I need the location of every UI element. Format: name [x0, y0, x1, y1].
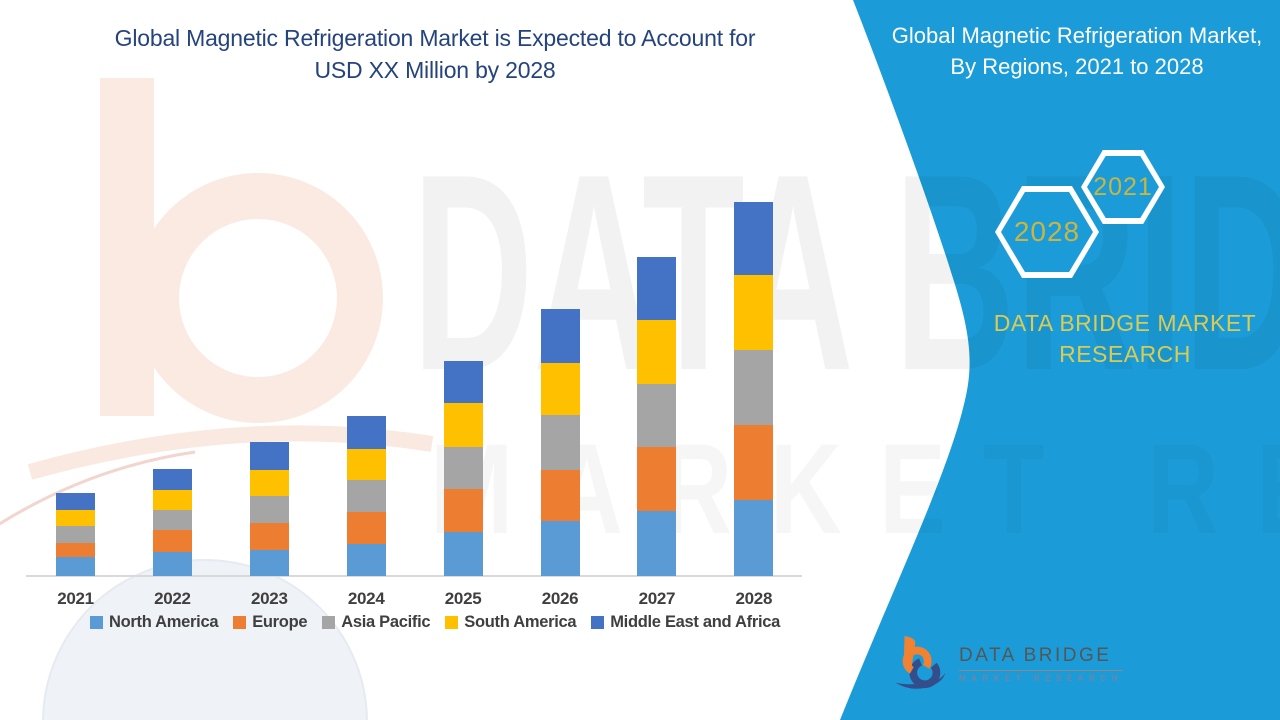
legend-label-europe: Europe — [252, 613, 308, 631]
bar-segment-north-america-2028 — [734, 500, 774, 576]
bar-segment-south-america-2022 — [152, 490, 192, 510]
side-panel-heading-line: Global Magnetic Refrigeration Market, — [891, 23, 1263, 48]
x-axis-label-2022: 2022 — [154, 589, 191, 608]
bar-segment-europe-2028 — [734, 425, 774, 500]
company-logo-icon — [894, 636, 946, 689]
page-title-line2: USD XX Million by 2028 — [314, 57, 556, 83]
legend-item-asia-pacific: Asia Pacific — [322, 613, 431, 632]
bar-segment-asia-pacific-2024 — [346, 480, 386, 512]
bar-segment-north-america-2021 — [56, 557, 95, 576]
company-logo-name: DATA BRIDGE — [959, 645, 1112, 666]
legend-swatch-asia-pacific — [322, 616, 336, 629]
legend-label-asia-pacific: Asia Pacific — [341, 613, 431, 631]
legend-label-north-america: North America — [109, 613, 219, 631]
bar-segment-asia-pacific-2022 — [152, 510, 192, 530]
x-axis-label-2028: 2028 — [735, 589, 773, 608]
bar-2022 — [152, 469, 192, 576]
hexagon-2028-label: 2028 — [1013, 216, 1081, 247]
bar-segment-middle-east-and-africa-2022 — [152, 469, 192, 490]
bar-segment-europe-2021 — [56, 543, 95, 557]
x-axis-line — [26, 575, 802, 577]
x-axis-labels: 2021 2022 2023 2024 2025 2026 2027 2028 — [36, 589, 816, 611]
legend-item-middle-east-and-africa: Middle East and Africa — [591, 613, 780, 632]
x-axis-label-2024: 2024 — [347, 589, 385, 608]
bar-segment-asia-pacific-2021 — [56, 526, 95, 543]
bar-segment-south-america-2023 — [249, 470, 289, 496]
bar-segment-europe-2023 — [249, 523, 289, 550]
page-title: Global Magnetic Refrigeration Market is … — [40, 22, 830, 86]
bar-segment-middle-east-and-africa-2027 — [637, 257, 677, 320]
bar-segment-south-america-2024 — [346, 449, 386, 480]
bar-segment-europe-2025 — [443, 489, 483, 532]
page-title-line1: Global Magnetic Refrigeration Market is … — [114, 25, 756, 51]
company-logo-divider — [959, 670, 1123, 671]
bar-segment-europe-2022 — [152, 530, 192, 552]
company-logo: DATA BRIDGE MARKET RESEARCH — [893, 633, 1123, 695]
bar-segment-middle-east-and-africa-2021 — [56, 493, 95, 510]
bar-segment-north-america-2022 — [152, 552, 192, 576]
bar-segment-europe-2026 — [540, 470, 580, 521]
legend-swatch-north-america — [90, 616, 104, 629]
x-axis-label-2027: 2027 — [638, 589, 676, 608]
brand-wordmark-line2: RESEARCH — [1059, 341, 1191, 367]
bar-2028 — [734, 202, 774, 576]
bar-2026 — [540, 309, 580, 576]
side-panel-subheading: By Regions, 2021 to 2028 — [950, 54, 1204, 79]
bar-2025 — [443, 361, 483, 576]
bar-2024 — [346, 416, 386, 576]
bar-segment-south-america-2025 — [443, 403, 483, 447]
bar-segment-north-america-2023 — [249, 550, 289, 576]
bar-segment-asia-pacific-2023 — [249, 496, 289, 523]
bar-segment-asia-pacific-2028 — [734, 350, 774, 425]
bar-2021 — [56, 493, 95, 576]
legend-swatch-europe — [233, 616, 247, 629]
bar-segment-asia-pacific-2025 — [443, 447, 483, 489]
bar-segment-south-america-2021 — [56, 510, 95, 526]
legend-item-south-america: South America — [445, 613, 577, 632]
bar-segment-middle-east-and-africa-2028 — [734, 202, 774, 275]
brand-wordmark-line1: DATA BRIDGE MARKET — [993, 310, 1257, 336]
bar-segment-north-america-2027 — [637, 511, 677, 576]
hexagon-2021-label: 2021 — [1093, 172, 1153, 201]
legend-label-south-america: South America — [464, 613, 577, 631]
bar-segment-middle-east-and-africa-2023 — [249, 442, 289, 470]
x-axis-label-2025: 2025 — [444, 589, 482, 608]
bar-segment-asia-pacific-2026 — [540, 415, 580, 470]
x-axis-label-2026: 2026 — [541, 589, 579, 608]
bar-segment-asia-pacific-2027 — [637, 384, 677, 447]
legend-swatch-middle-east-and-africa — [591, 616, 605, 629]
company-logo-tagline: MARKET RESEARCH — [959, 674, 1123, 683]
bar-segment-north-america-2025 — [443, 532, 483, 576]
side-panel-heading: Global Magnetic Refrigeration Market, By… — [888, 20, 1266, 82]
bar-segment-middle-east-and-africa-2025 — [443, 361, 483, 403]
bar-2027 — [637, 257, 677, 576]
bar-segment-europe-2027 — [637, 447, 677, 511]
legend: North America Europe Asia Pacific South Ame… — [40, 613, 830, 632]
bar-segment-middle-east-and-africa-2024 — [346, 416, 386, 449]
legend-swatch-south-america — [445, 616, 459, 629]
bar-segment-north-america-2024 — [346, 544, 386, 576]
legend-item-europe: Europe — [233, 613, 308, 632]
bar-segment-south-america-2027 — [637, 320, 677, 384]
bar-segment-europe-2024 — [346, 512, 386, 544]
bar-2023 — [249, 442, 289, 576]
legend-item-north-america: North America — [90, 613, 219, 632]
x-axis-label-2021: 2021 — [57, 589, 94, 608]
plot-area — [26, 160, 816, 577]
bar-segment-middle-east-and-africa-2026 — [540, 309, 580, 363]
brand-wordmark: DATA BRIDGE MARKET RESEARCH — [955, 308, 1280, 370]
x-axis-label-2023: 2023 — [250, 589, 288, 608]
bar-segment-north-america-2026 — [540, 521, 580, 576]
legend-label-middle-east-and-africa: Middle East and Africa — [610, 613, 780, 631]
bar-segment-south-america-2026 — [540, 363, 580, 415]
bar-segment-south-america-2028 — [734, 275, 774, 350]
